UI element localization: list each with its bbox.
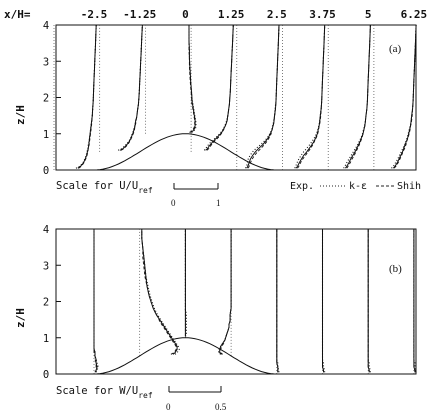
scale-b-label: Scale for W/Uref	[56, 385, 153, 400]
panel-b-scale: Scale for W/Uref 0 0.5	[56, 385, 227, 412]
exp-profile	[141, 229, 180, 355]
scale-b-subscript: ref	[138, 391, 153, 400]
y-tick-label: 3	[43, 260, 49, 272]
x-station-label: 3.75	[309, 8, 336, 21]
panel-b-label: (b)	[389, 263, 402, 275]
y-tick-label: 0	[43, 369, 49, 381]
ke-profile	[220, 229, 232, 355]
ke-profile	[120, 24, 143, 151]
ke-profile	[141, 229, 177, 355]
shih-profile	[141, 229, 178, 355]
y-tick-label: 3	[43, 56, 49, 68]
exp-profile	[343, 24, 371, 169]
x-station-header: x/H= -2.5 -1.25 0 1.25 2.5 3.75 5 6.25	[4, 8, 427, 21]
x-station-label: 0	[182, 8, 189, 21]
y-tick-label: 4	[43, 20, 49, 32]
scale-a-subscript: ref	[138, 186, 153, 195]
y-tick-label: 2	[43, 93, 49, 105]
x-header-label: x/H=	[4, 8, 31, 21]
exp-profile	[276, 229, 280, 373]
exp-profile	[188, 25, 197, 133]
scale-b-tick-0: 0	[166, 402, 171, 412]
shih-profile	[77, 24, 97, 169]
x-station-label: -1.25	[123, 8, 156, 21]
exp-profile	[93, 229, 99, 373]
y-tick-label: 4	[43, 224, 49, 236]
panel-b: z/H (b) 0 1 2 3 4	[14, 224, 417, 381]
y-tick-label: 2	[43, 297, 49, 309]
scale-b-tick-1: 0.5	[215, 402, 227, 412]
ke-profile	[206, 24, 234, 151]
exp-profile	[413, 229, 417, 373]
legend-ke-label: k-ε	[349, 181, 367, 192]
ke-profile	[346, 24, 371, 169]
panel-a-hill	[93, 133, 277, 171]
panel-a-label: (a)	[389, 43, 402, 55]
shih-profile	[205, 24, 234, 151]
panel-b-frame	[55, 228, 417, 375]
panel-a-ylabel: z/H	[14, 105, 27, 125]
x-station-label: 2.5	[267, 8, 287, 21]
scale-a-label: Scale for U/Uref	[56, 180, 153, 195]
shih-profile	[295, 24, 326, 169]
legend-exp-label: Exp.	[290, 181, 314, 192]
exp-profile	[294, 24, 326, 169]
y-tick-label: 0	[43, 165, 49, 177]
exp-profile	[184, 229, 187, 337]
panel-a: z/H (a) 0 1 2 3 4	[14, 20, 417, 177]
panel-b-hill	[93, 337, 277, 375]
x-station-label: 1.25	[218, 8, 245, 21]
exp-profile	[321, 229, 326, 373]
legend: Exp. k-ε Shih	[290, 181, 421, 192]
panel-b-ylabel: z/H	[14, 308, 27, 328]
y-tick-label: 1	[43, 129, 49, 141]
x-station-label: 6.25	[401, 8, 428, 21]
legend-shih-label: Shih	[397, 181, 421, 192]
shih-profile	[219, 229, 232, 355]
panel-a-frame	[55, 24, 417, 171]
ke-profile	[188, 25, 196, 133]
exp-profile	[245, 24, 280, 169]
scale-a-tick-0: 0	[171, 198, 176, 208]
x-station-label: 5	[365, 8, 372, 21]
panel-a-scale: Scale for U/Uref 0 1	[56, 180, 221, 208]
exp-profile	[218, 229, 232, 355]
exp-profile	[203, 24, 234, 151]
ke-profile	[247, 24, 280, 169]
ke-profile	[297, 24, 326, 169]
exp-profile	[367, 229, 371, 373]
y-tick-label: 1	[43, 333, 49, 345]
ke-profile	[393, 24, 417, 169]
scale-a-tick-1: 1	[216, 198, 221, 208]
shih-profile	[344, 24, 371, 169]
exp-profile	[117, 24, 143, 151]
x-station-label: -2.5	[81, 8, 108, 21]
